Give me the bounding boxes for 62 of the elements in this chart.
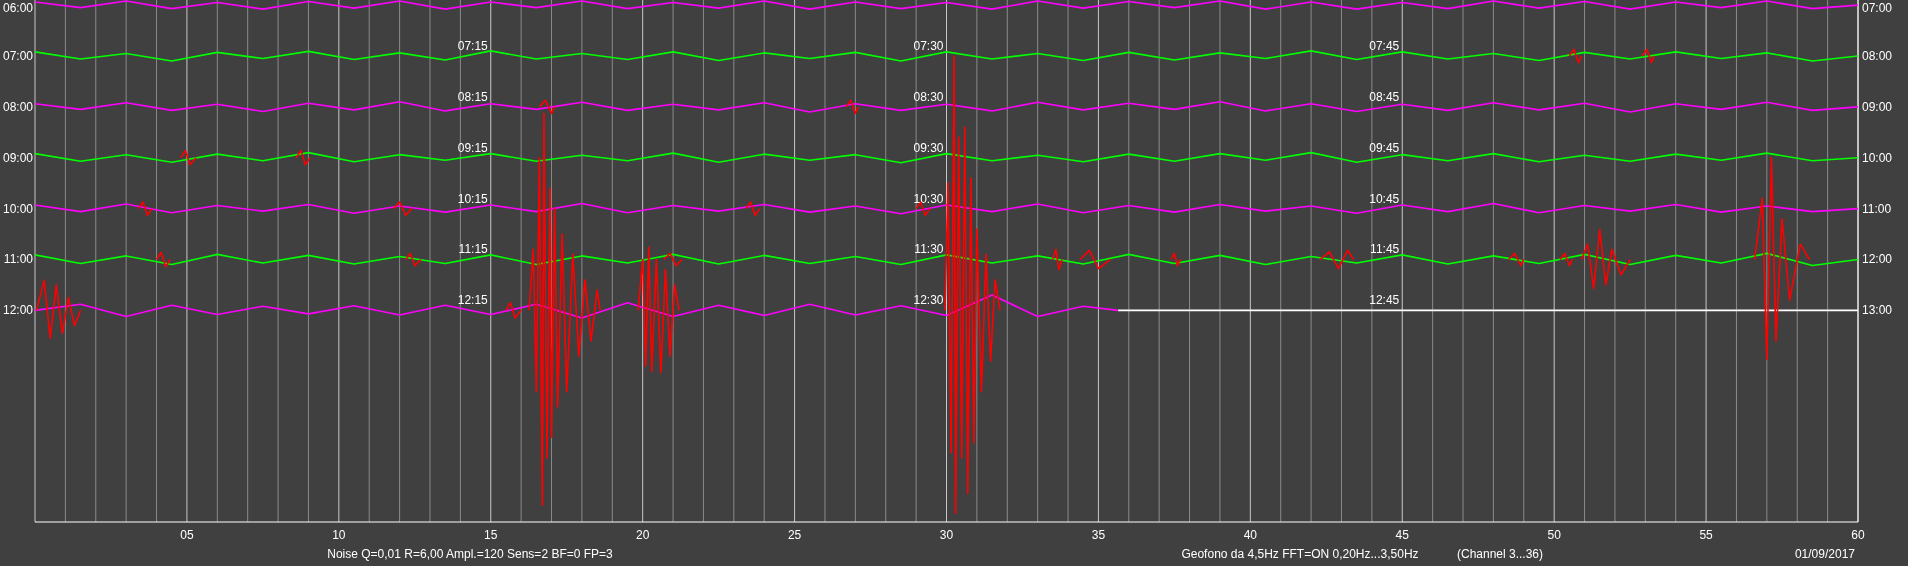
text: (Channel 3...36) (1456, 547, 1544, 561)
line-series (1319, 249, 1355, 270)
x-tick-label: 30 (939, 528, 954, 542)
x-tick-label: 35 (1091, 528, 1106, 542)
annotation: 11:45 (1370, 242, 1400, 257)
annotation: 12:30 (913, 293, 944, 308)
line-series (34, 0, 1859, 10)
y2-tick-label: 09:00 (1862, 99, 1893, 114)
annotation: 08:30 (913, 89, 944, 104)
y2-tick-label: 08:00 (1862, 48, 1893, 63)
y-tick-label: 11:00 (3, 252, 34, 267)
y2-tick-label: 13:00 (1862, 303, 1893, 318)
line-series (34, 294, 1119, 319)
x-tick-label: 10 (332, 528, 346, 542)
y2-tick-label: 07:00 (1862, 1, 1893, 15)
x-tick-label: 05 (180, 528, 194, 542)
line-series (34, 50, 1859, 62)
text: Geofono da 4,5Hz FFT=ON 0,20Hz...3,50Hz (1181, 547, 1419, 561)
y2-tick-label: 11:00 (1862, 201, 1892, 216)
annotation: 10:15 (457, 191, 489, 206)
x-tick-label: 60 (1851, 528, 1865, 542)
annotation: 10:30 (913, 191, 944, 206)
annotation: 10:45 (1369, 191, 1400, 206)
y-tick-label: 09:00 (2, 150, 34, 165)
annotation: 08:45 (1369, 89, 1400, 104)
line-series (34, 151, 1859, 164)
x-tick-label: 55 (1699, 528, 1714, 542)
y2-tick-label: 10:00 (1862, 150, 1893, 165)
line-series (637, 246, 680, 374)
text: 01/09/2017 (1794, 547, 1856, 561)
annotation: 12:15 (457, 293, 489, 308)
x-tick-label: 20 (635, 528, 650, 542)
annotation: 07:30 (913, 38, 944, 53)
x-tick-label: 45 (1395, 528, 1410, 542)
x-tick-label: 15 (484, 528, 498, 542)
y-tick-label: 08:00 (2, 99, 34, 114)
line-series (35, 279, 82, 340)
y2-tick-label: 12:00 (1862, 252, 1893, 267)
annotation: 09:15 (457, 140, 489, 155)
line-series (1753, 156, 1811, 360)
line-series (34, 100, 1859, 113)
line-series (34, 202, 1859, 215)
annotation: 09:45 (1369, 140, 1400, 155)
line-series (944, 55, 1001, 515)
annotation: 11:15 (458, 242, 489, 257)
annotation: 07:15 (457, 38, 489, 53)
x-tick-label: 50 (1547, 528, 1562, 542)
y-tick-label: 06:00 (2, 1, 34, 15)
x-tick-label: 25 (787, 528, 802, 542)
annotation: 07:45 (1369, 38, 1400, 53)
line-series (34, 252, 1859, 267)
annotation: 08:15 (457, 89, 489, 104)
y-tick-label: 12:00 (2, 303, 34, 318)
y-tick-label: 07:00 (2, 48, 34, 63)
annotation: 12:45 (1369, 293, 1400, 308)
x-tick-label: 40 (1243, 528, 1258, 542)
line-series (1580, 228, 1631, 290)
annotation: 09:30 (913, 140, 944, 155)
line-series (528, 112, 601, 507)
annotation: 11:30 (914, 242, 944, 257)
y-tick-label: 10:00 (2, 201, 34, 216)
text: Noise Q=0,01 R=6,00 Ampl.=120 Sens=2 BF=0 FP=3 (327, 547, 614, 561)
